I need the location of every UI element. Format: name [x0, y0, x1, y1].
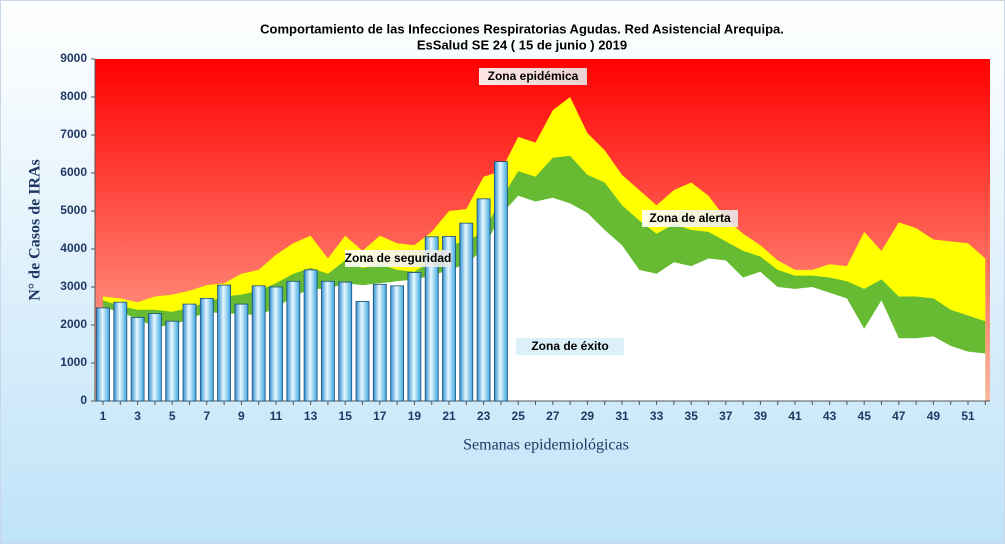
- x-tick-label: 15: [339, 409, 353, 423]
- bar: [251, 285, 266, 402]
- annotation: Zona epidémica: [488, 69, 579, 83]
- y-tick-label: 0: [80, 393, 87, 407]
- y-tick-label: 9000: [60, 51, 87, 65]
- x-tick-label: 21: [442, 409, 456, 423]
- y-tick-label: 3000: [60, 279, 87, 293]
- annotation: Zona de éxito: [531, 339, 608, 353]
- x-axis-label: Semanas epidemiológicas: [463, 437, 629, 454]
- x-tick-label: 29: [581, 409, 595, 423]
- x-tick-label: 39: [754, 409, 768, 423]
- annotation-box: [516, 338, 624, 355]
- bar: [320, 280, 335, 402]
- x-tick-label: 41: [788, 409, 802, 423]
- bar: [390, 285, 405, 402]
- bar: [96, 307, 110, 402]
- bar: [476, 198, 491, 402]
- bar: [355, 301, 370, 402]
- bar: [407, 272, 422, 402]
- x-tick-label: 25: [512, 409, 526, 423]
- bar: [372, 283, 387, 402]
- bar: [199, 297, 214, 402]
- chart-subtitle: EsSalud SE 24 ( 15 de junio ) 2019: [417, 37, 627, 52]
- x-tick-label: 13: [304, 409, 318, 423]
- annotation-box: [345, 250, 451, 267]
- x-tick-label: 43: [823, 409, 837, 423]
- bar: [338, 281, 353, 402]
- bar: [303, 269, 318, 402]
- x-tick-label: 11: [270, 409, 283, 423]
- bar: [182, 303, 197, 402]
- y-tick-label: 4000: [60, 241, 87, 255]
- chart-title: Comportamiento de las Infecciones Respir…: [260, 21, 784, 36]
- bar: [286, 280, 301, 402]
- y-tick-label: 8000: [60, 89, 87, 103]
- x-tick-label: 7: [203, 409, 210, 423]
- y-tick-label: 6000: [60, 165, 87, 179]
- x-tick-label: 3: [134, 409, 141, 423]
- x-tick-label: 37: [719, 409, 733, 423]
- bar: [269, 286, 283, 402]
- x-tick-label: 47: [892, 409, 906, 423]
- x-tick-label: 9: [238, 409, 245, 423]
- bar: [165, 320, 180, 402]
- bar: [234, 303, 249, 402]
- x-tick-label: 33: [650, 409, 664, 423]
- bar: [217, 284, 232, 402]
- y-tick-label: 7000: [60, 127, 87, 141]
- bar: [113, 301, 128, 402]
- x-tick-label: 23: [477, 409, 491, 423]
- bar: [442, 236, 456, 402]
- annotation-box: [479, 68, 587, 85]
- y-tick-label: 2000: [60, 317, 87, 331]
- y-axis-label: N° de Casos de IRAs: [27, 159, 44, 301]
- x-tick-label: 19: [408, 409, 422, 423]
- x-tick-label: 51: [961, 409, 975, 423]
- x-tick-label: 49: [927, 409, 941, 423]
- bar: [147, 313, 162, 402]
- annotation: Zona de seguridad: [345, 251, 452, 265]
- x-tick-label: 35: [685, 409, 699, 423]
- x-tick-label: 1: [100, 409, 107, 423]
- x-tick-label: 45: [858, 409, 872, 423]
- bar: [459, 222, 474, 402]
- bar: [493, 161, 508, 402]
- x-tick-label: 27: [546, 409, 560, 423]
- x-tick-label: 17: [373, 409, 387, 423]
- bar: [130, 316, 145, 402]
- annotation: Zona de alerta: [649, 211, 731, 225]
- annotation-box: [642, 210, 738, 227]
- x-tick-label: 5: [169, 409, 176, 423]
- y-tick-label: 5000: [60, 203, 87, 217]
- y-tick-label: 1000: [60, 355, 87, 369]
- x-tick-label: 31: [615, 409, 629, 423]
- bar: [424, 236, 439, 402]
